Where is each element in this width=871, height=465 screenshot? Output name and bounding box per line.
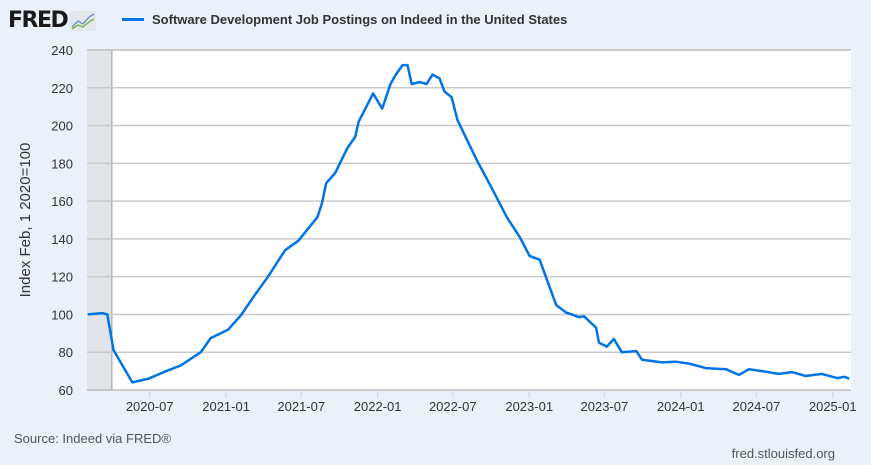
y-tick-label: 100 bbox=[51, 307, 73, 322]
x-tick-label: 2022-01 bbox=[354, 399, 402, 414]
fred-logo-text: FRED bbox=[8, 8, 69, 33]
y-tick-label: 120 bbox=[51, 270, 73, 285]
x-tick-label: 2021-07 bbox=[277, 399, 325, 414]
legend-label: Software Development Job Postings on Ind… bbox=[152, 12, 568, 27]
x-tick-label: 2022-07 bbox=[429, 399, 477, 414]
x-tick-label: 2024-07 bbox=[732, 399, 780, 414]
y-tick-label: 200 bbox=[51, 119, 73, 134]
series-line bbox=[87, 63, 850, 384]
y-axis-label: Index Feb, 1 2020=100 bbox=[17, 143, 34, 298]
y-tick-label: 180 bbox=[51, 156, 73, 171]
y-tick-label: 240 bbox=[51, 43, 73, 58]
site-url[interactable]: fred.stlouisfed.org bbox=[731, 446, 835, 461]
plot-area bbox=[87, 50, 851, 390]
y-tick-label: 140 bbox=[51, 232, 73, 247]
y-tick-label: 160 bbox=[51, 194, 73, 209]
y-tick-label: 220 bbox=[51, 81, 73, 96]
x-tick-label: 2024-01 bbox=[657, 399, 705, 414]
x-tick-label: 2025-01 bbox=[809, 399, 857, 414]
line-chart-icon bbox=[70, 10, 97, 31]
x-tick-label: 2021-01 bbox=[202, 399, 250, 414]
source-note: Source: Indeed via FRED® bbox=[14, 431, 171, 446]
recession-shading bbox=[87, 50, 112, 390]
y-tick-label: 60 bbox=[59, 383, 73, 398]
x-tick-label: 2023-07 bbox=[581, 399, 629, 414]
x-tick-label: 2020-07 bbox=[126, 399, 174, 414]
x-tick-label: 2023-01 bbox=[505, 399, 553, 414]
fred-logo[interactable]: FRED bbox=[8, 8, 97, 33]
y-tick-label: 80 bbox=[59, 345, 73, 360]
chart-legend: Software Development Job Postings on Ind… bbox=[122, 12, 567, 27]
legend-swatch bbox=[122, 18, 144, 21]
